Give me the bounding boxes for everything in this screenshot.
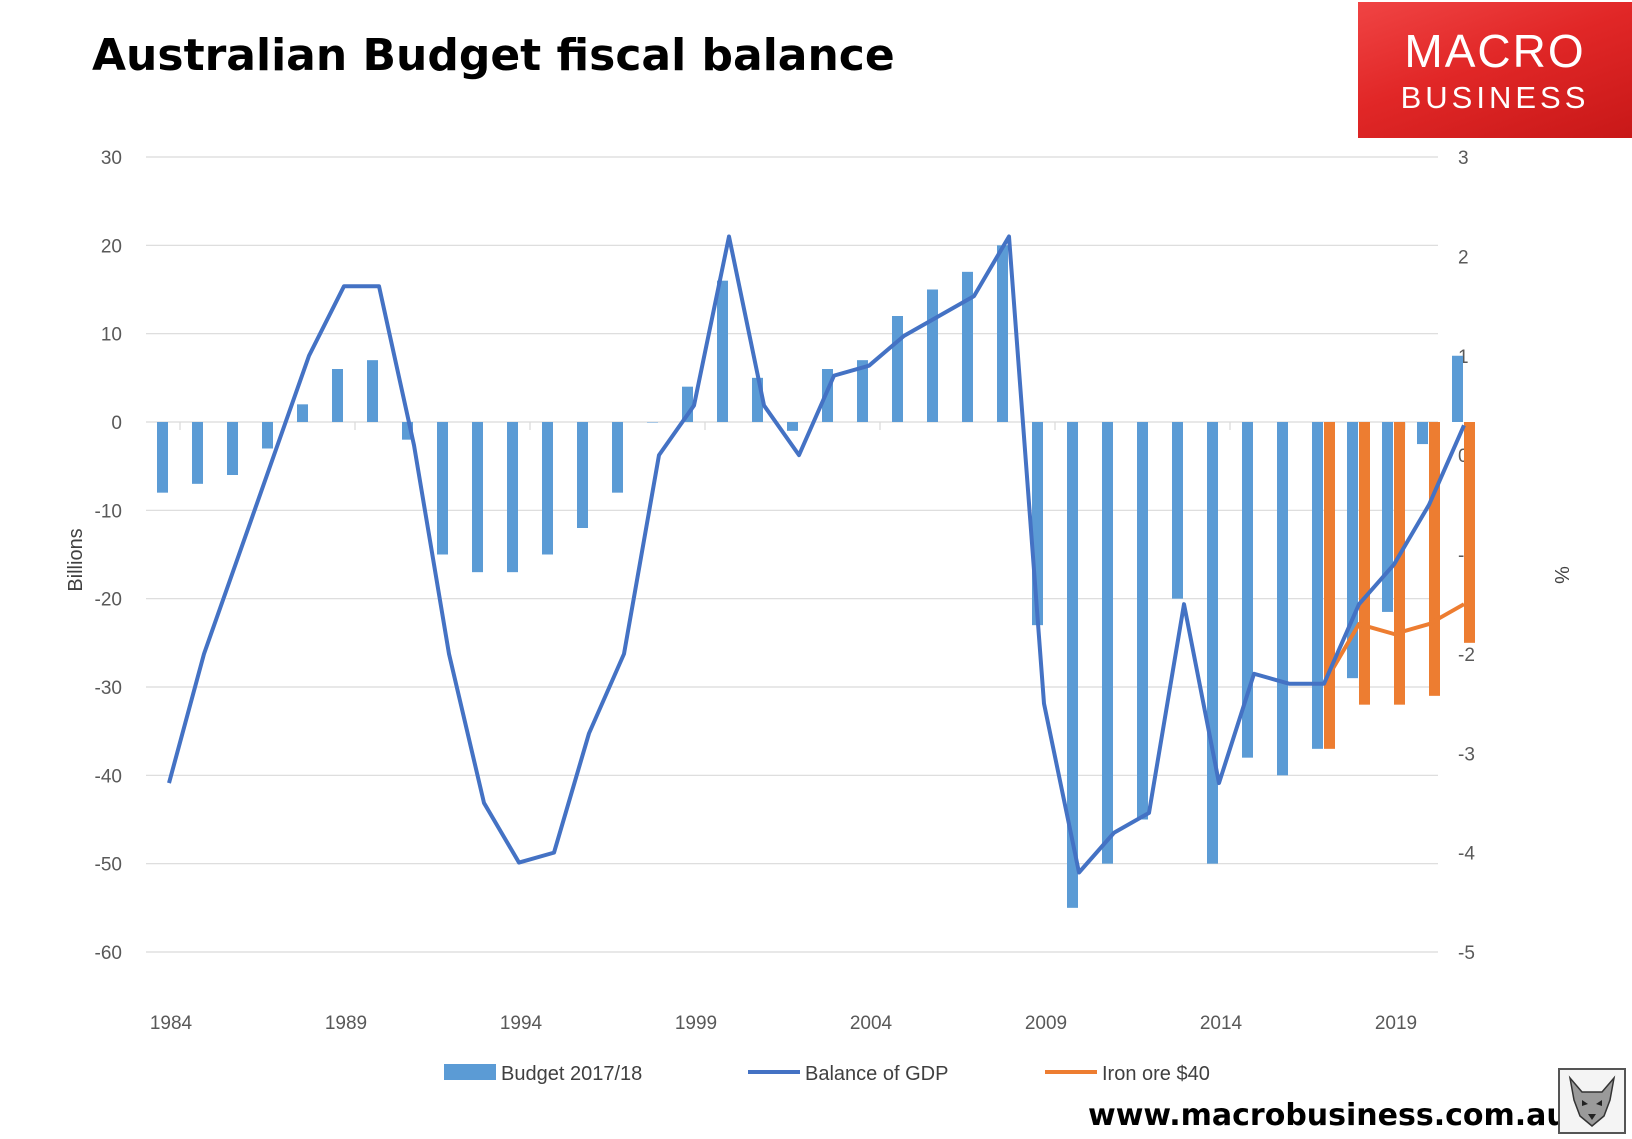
y-tick-label: -40 (95, 766, 122, 787)
budget-bar (1312, 422, 1323, 749)
budget-bar (507, 422, 518, 573)
y2-tick-label: 1 (1458, 347, 1469, 368)
budget-bar (192, 422, 203, 484)
budget-bars (157, 245, 1463, 908)
gridlines (146, 156, 1438, 953)
y-tick-label: 30 (101, 148, 122, 169)
y2-tick-label: 3 (1458, 148, 1469, 169)
budget-bar (927, 289, 938, 422)
y-tick-label: -50 (95, 855, 122, 876)
legend-swatch-budget (444, 1064, 496, 1080)
iron-ore-bar (1359, 422, 1370, 705)
y-tick-label: 0 (111, 413, 122, 434)
budget-bar (472, 422, 483, 573)
x-tick-label: 1999 (675, 1013, 717, 1034)
x-tick-label: 1989 (325, 1013, 367, 1034)
budget-bar (612, 422, 623, 493)
budget-bar (542, 422, 553, 555)
y-tick-label: -10 (95, 501, 122, 522)
y2-tick-label: -3 (1458, 744, 1475, 765)
x-tick-label: 2009 (1025, 1013, 1067, 1034)
iron-ore-bar (1429, 422, 1440, 696)
iron-ore-bar (1324, 422, 1335, 749)
budget-bar (1347, 422, 1358, 679)
budget-bar (647, 422, 658, 423)
budget-bar (1242, 422, 1253, 758)
logo-line-macro: MACRO (1404, 25, 1586, 77)
budget-bar (1417, 422, 1428, 445)
iron-ore-bar (1464, 422, 1475, 643)
iron-ore-bars (1324, 422, 1475, 749)
budget-bar (1137, 422, 1148, 820)
legend: Budget 2017/18 Balance of GDP Iron ore $… (444, 1063, 1210, 1085)
wolf-icon (1558, 1068, 1626, 1134)
left-axis-ticks: 30 20 10 0 -10 -20 -30 -40 -50 -60 (95, 148, 122, 964)
budget-bar (262, 422, 273, 449)
budget-bar (822, 369, 833, 422)
budget-bar (857, 360, 868, 422)
y2-tick-label: -2 (1458, 645, 1475, 666)
chart-title: Australian Budget fiscal balance (92, 30, 895, 81)
budget-bar (437, 422, 448, 555)
x-axis-ticks: 1984 1989 1994 1999 2004 2009 2014 2019 (150, 422, 1417, 1034)
budget-bar (367, 360, 378, 422)
budget-bar (892, 316, 903, 422)
budget-bar (1067, 422, 1078, 908)
x-tick-label: 2019 (1375, 1013, 1417, 1034)
budget-bar (1102, 422, 1113, 864)
y-tick-label: -20 (95, 590, 122, 611)
x-tick-label: 2004 (850, 1013, 893, 1034)
budget-bar (157, 422, 168, 493)
budget-bar (332, 369, 343, 422)
legend-label-budget: Budget 2017/18 (501, 1063, 642, 1085)
budget-bar (682, 386, 693, 422)
budget-bar (297, 404, 308, 422)
legend-label-iron-ore: Iron ore $40 (1102, 1063, 1210, 1085)
y2-tick-label: 0 (1458, 446, 1469, 467)
budget-bar (1382, 422, 1393, 612)
budget-bar (1207, 422, 1218, 864)
x-tick-label: 1984 (150, 1013, 193, 1034)
y-tick-label: 10 (101, 325, 122, 346)
budget-bar (227, 422, 238, 475)
iron-ore-line (1322, 602, 1465, 685)
budget-bar (402, 422, 413, 440)
x-tick-label: 1994 (500, 1013, 543, 1034)
budget-bar (1032, 422, 1043, 626)
budget-bar (997, 245, 1008, 422)
macrobusiness-logo[interactable]: MACRO BUSINESS (1358, 2, 1632, 138)
line-series (167, 234, 1466, 875)
logo-line-business: BUSINESS (1400, 80, 1590, 115)
y2-tick-label: -4 (1458, 844, 1475, 865)
budget-bar (787, 422, 798, 431)
budget-bar (752, 377, 763, 422)
y-axis-title: Billions (65, 528, 87, 591)
budget-bar (962, 271, 973, 422)
x-tick-label: 2014 (1200, 1013, 1243, 1034)
balance-of-gdp-line (167, 234, 1466, 875)
y-tick-label: 20 (101, 236, 122, 257)
budget-bar (1452, 355, 1463, 422)
budget-bar (1277, 422, 1288, 776)
y-tick-label: -30 (95, 678, 122, 699)
iron-ore-bar (1394, 422, 1405, 705)
y2-axis-title: % (1550, 566, 1572, 584)
legend-label-balance: Balance of GDP (805, 1063, 948, 1085)
budget-bar (577, 422, 588, 528)
footer-url[interactable]: www.macrobusiness.com.au (1088, 1098, 1568, 1133)
budget-bar (1172, 422, 1183, 599)
y2-tick-label: -5 (1458, 943, 1475, 964)
budget-bar (717, 280, 728, 422)
y2-tick-label: 2 (1458, 247, 1469, 268)
y-tick-label: -60 (95, 943, 122, 964)
